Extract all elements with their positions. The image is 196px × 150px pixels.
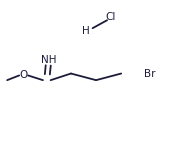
Text: Cl: Cl bbox=[105, 12, 116, 22]
Text: Br: Br bbox=[144, 69, 156, 79]
Text: NH: NH bbox=[41, 55, 56, 65]
Text: H: H bbox=[82, 26, 89, 36]
Text: O: O bbox=[19, 70, 28, 80]
